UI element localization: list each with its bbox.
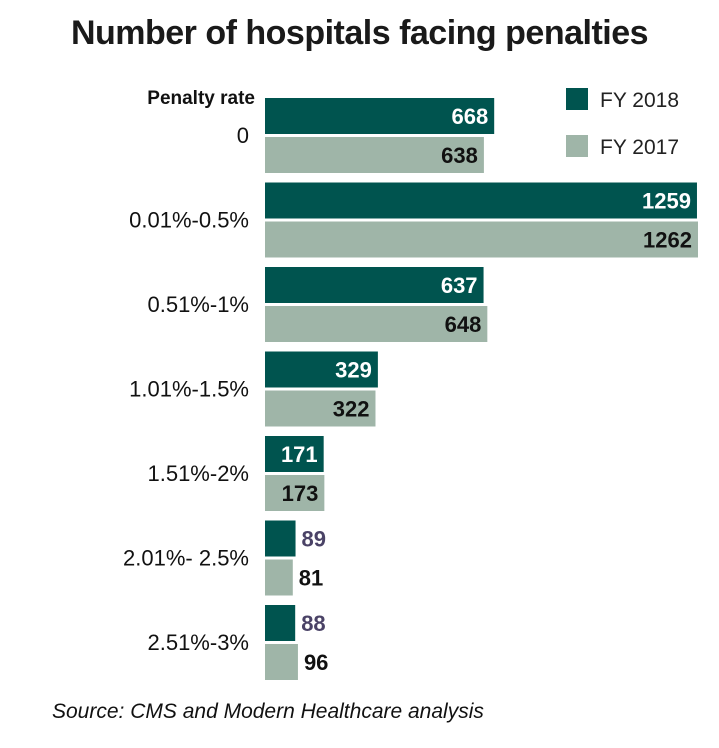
data-label: 89 bbox=[302, 527, 326, 552]
data-label: 648 bbox=[445, 312, 482, 337]
category-header: Penalty rate bbox=[147, 88, 255, 109]
data-label: 668 bbox=[451, 104, 488, 129]
category-label: 0.51%-1% bbox=[147, 292, 249, 317]
bar-fy2018 bbox=[265, 436, 324, 472]
legend-swatch bbox=[566, 135, 588, 157]
data-label: 173 bbox=[282, 481, 319, 506]
data-label: 638 bbox=[441, 143, 478, 168]
data-label: 171 bbox=[281, 442, 318, 467]
bar-fy2018 bbox=[265, 351, 378, 388]
bar-fy2017 bbox=[265, 390, 376, 427]
data-label: 1262 bbox=[643, 228, 692, 253]
data-label: 637 bbox=[441, 273, 478, 298]
category-label: 1.51%-2% bbox=[147, 461, 249, 486]
bar-fy2017 bbox=[265, 475, 325, 511]
bar-fy2017 bbox=[265, 137, 484, 173]
legend-label: FY 2017 bbox=[600, 136, 679, 159]
source-note: Source: CMS and Modern Healthcare analys… bbox=[52, 700, 484, 723]
bar-fy2017 bbox=[265, 644, 298, 680]
category-label: 2.01%- 2.5% bbox=[123, 546, 249, 571]
legend-swatch bbox=[566, 88, 588, 110]
chart-title: Number of hospitals facing penalties bbox=[70, 14, 649, 52]
data-label: 329 bbox=[335, 358, 372, 383]
bar-fy2018 bbox=[265, 182, 697, 219]
data-label: 88 bbox=[301, 611, 325, 636]
category-label: 1.01%-1.5% bbox=[129, 377, 249, 402]
category-label: 0.01%-0.5% bbox=[129, 208, 249, 233]
data-label: 1259 bbox=[642, 189, 691, 214]
category-label: 2.51%-3% bbox=[147, 630, 249, 655]
bar-fy2017 bbox=[265, 306, 488, 342]
category-label: 0 bbox=[237, 123, 249, 148]
data-label: 81 bbox=[299, 566, 323, 591]
bar-fy2018 bbox=[265, 267, 484, 303]
data-label: 96 bbox=[304, 650, 328, 675]
bar-fy2017 bbox=[265, 221, 698, 258]
bar-fy2018 bbox=[265, 605, 296, 641]
legend-label: FY 2018 bbox=[600, 89, 679, 112]
bar-fy2018 bbox=[265, 520, 296, 557]
data-label: 322 bbox=[333, 397, 370, 422]
bar-fy2017 bbox=[265, 559, 293, 596]
bar-fy2018 bbox=[265, 98, 495, 134]
